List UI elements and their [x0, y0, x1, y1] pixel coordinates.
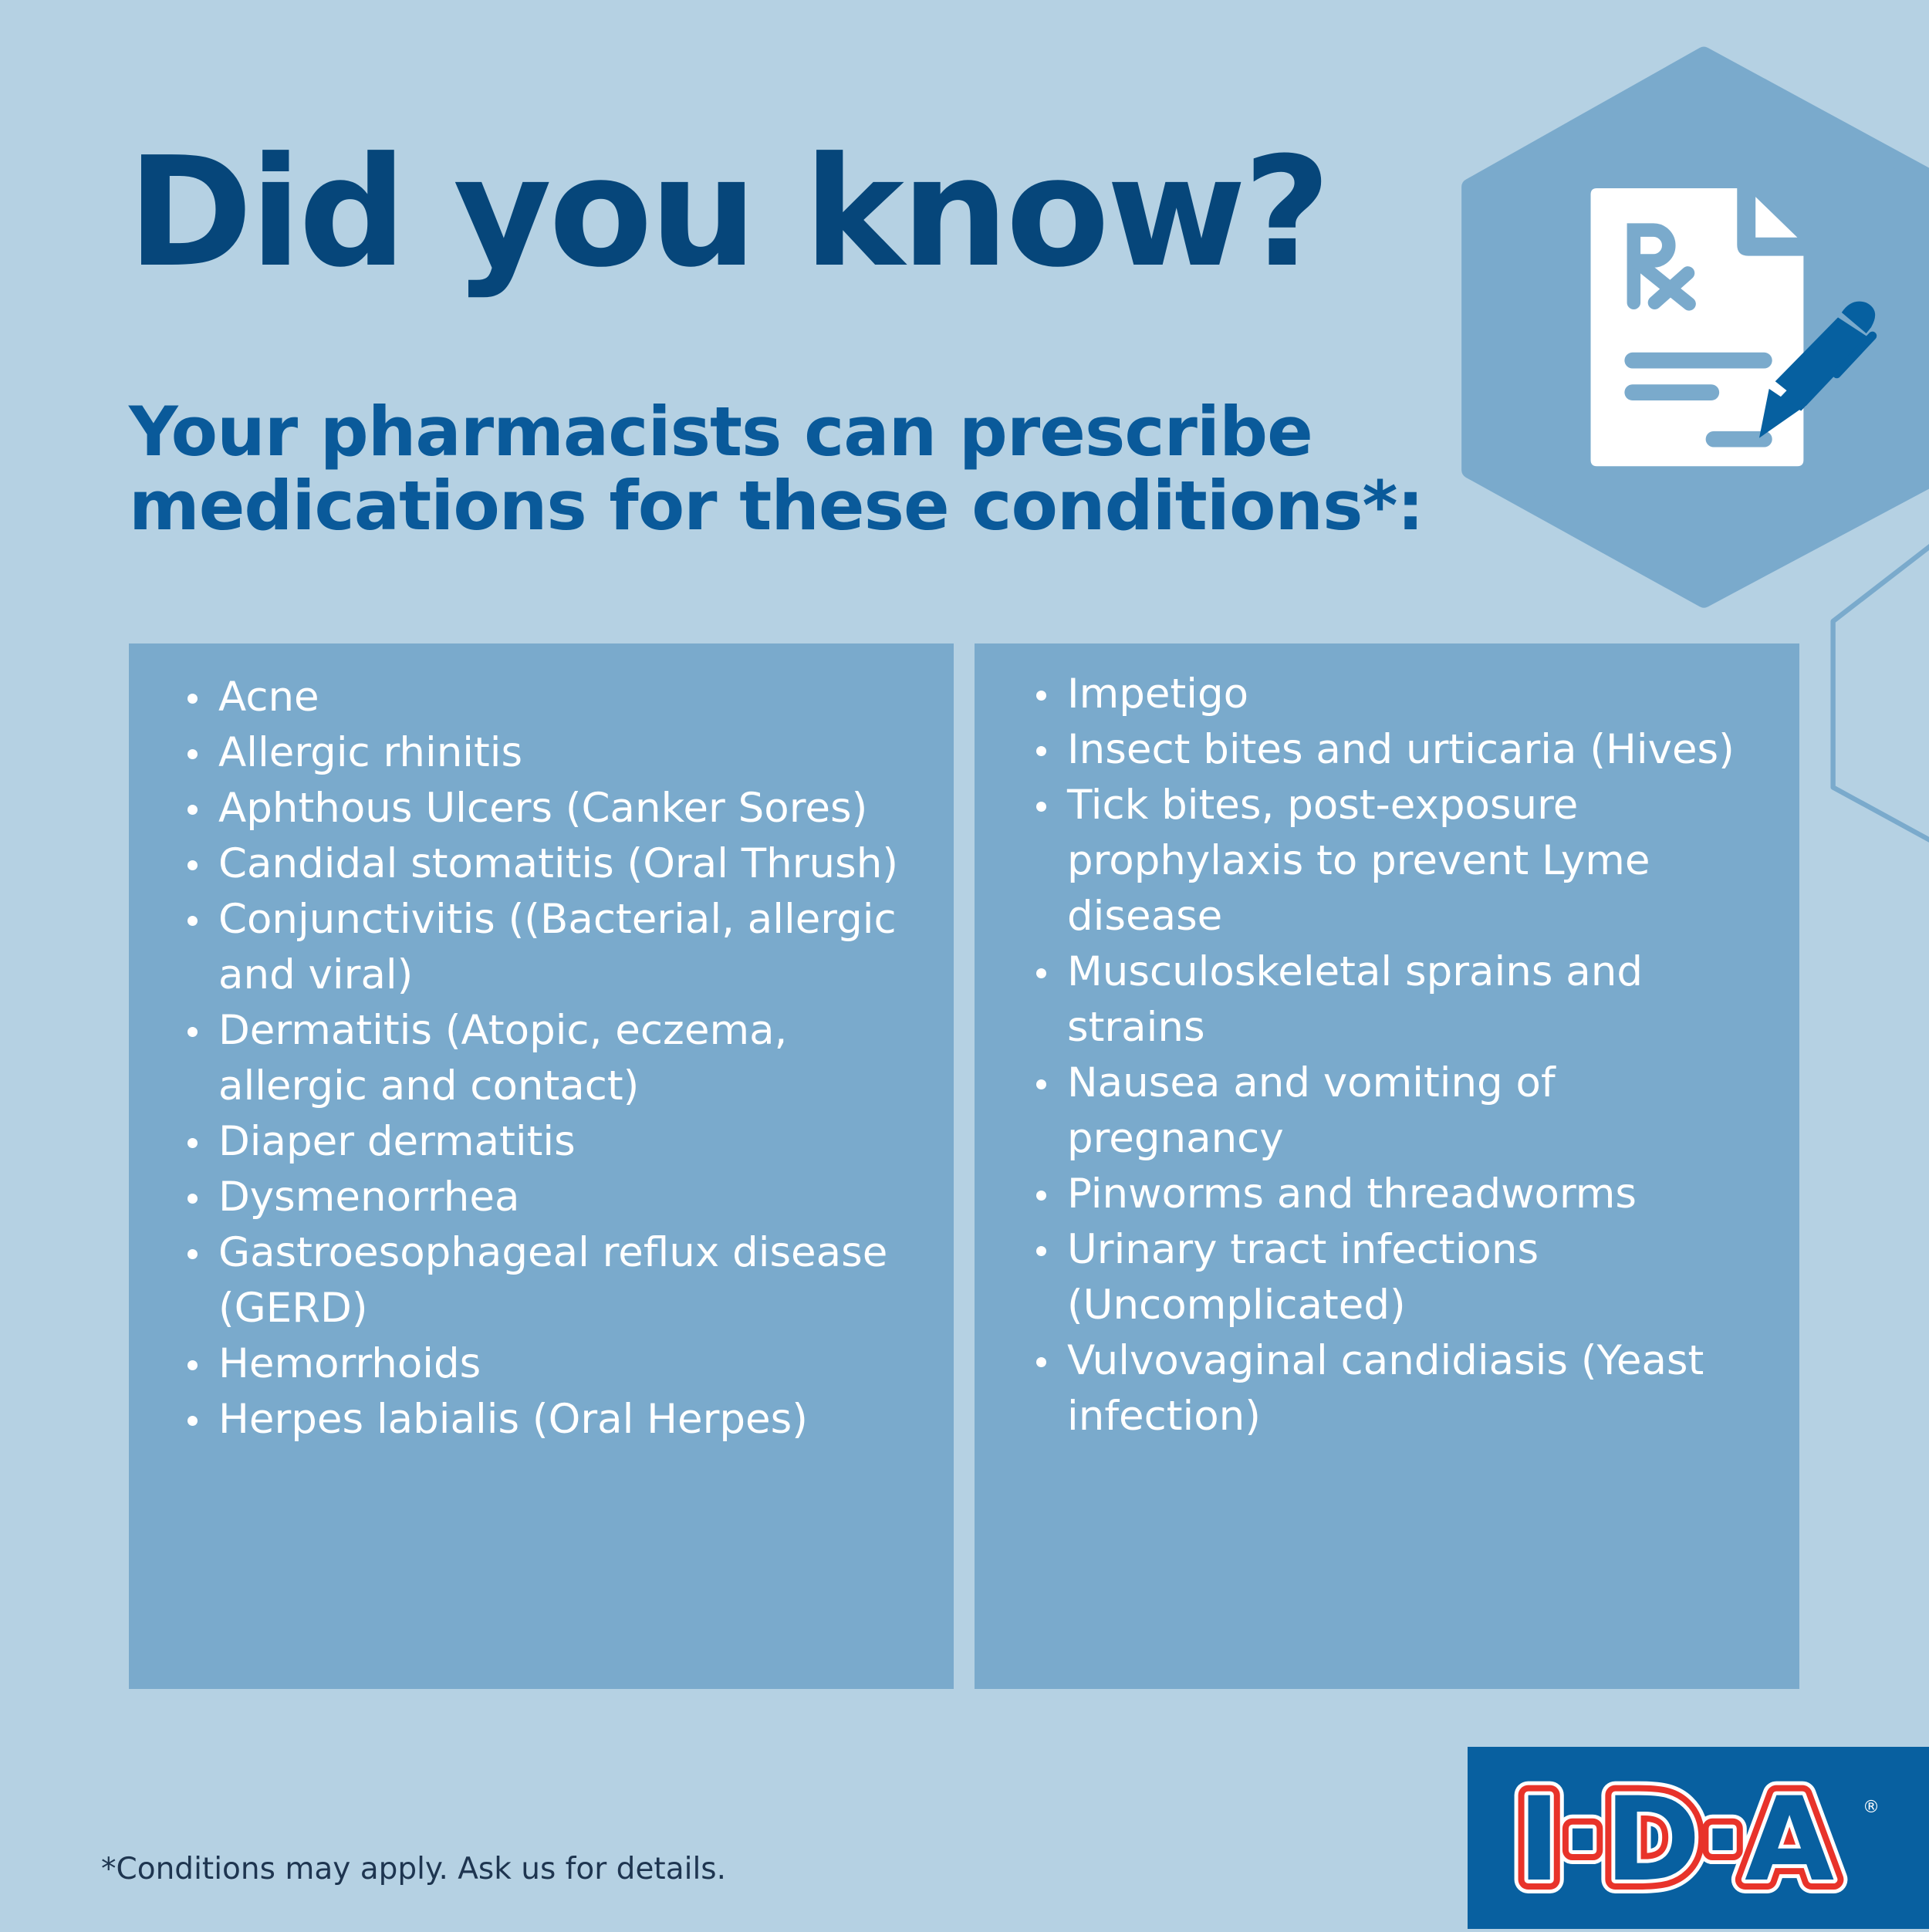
condition-item: Diaper dermatitis	[187, 1114, 938, 1170]
conditions-list-left: Acne Allergic rhinitis Aphthous Ulcers (Ca…	[187, 670, 938, 1447]
svg-text:I·D·A: I·D·A	[1518, 1773, 1834, 1907]
ida-logo-band: I·D·A I·D·A I·D·A I·D·A ®	[1468, 1747, 1929, 1929]
ida-logo: I·D·A I·D·A I·D·A I·D·A ®	[1504, 1759, 1880, 1921]
condition-item: Gastroesophageal reflux disease (GERD)	[187, 1225, 938, 1336]
page-subtitle: Your pharmacists can prescribe medicatio…	[129, 395, 1424, 543]
svg-text:I·D·A: I·D·A	[1518, 1773, 1834, 1907]
condition-item: Acne	[187, 670, 938, 725]
svg-text:I·D·A: I·D·A	[1518, 1773, 1834, 1907]
condition-item: Herpes labialis (Oral Herpes)	[187, 1392, 938, 1447]
condition-item: Impetigo	[1036, 667, 1784, 722]
condition-item: Dermatitis (Atopic, eczema, allergic and…	[187, 1003, 938, 1114]
condition-item: Aphthous Ulcers (Canker Sores)	[187, 781, 938, 836]
condition-item: Allergic rhinitis	[187, 725, 938, 781]
conditions-list-right: Impetigo Insect bites and urticaria (Hive…	[1036, 667, 1784, 1444]
condition-item: Insect bites and urticaria (Hives)	[1036, 722, 1784, 778]
condition-item: Nausea and vomiting of pregnancy	[1036, 1056, 1784, 1167]
condition-item: Tick bites, post-exposure prophylaxis to…	[1036, 778, 1784, 944]
svg-text:®: ®	[1863, 1798, 1880, 1817]
condition-item: Pinworms and threadworms	[1036, 1167, 1784, 1222]
condition-item: Candidal stomatitis (Oral Thrush)	[187, 836, 938, 892]
condition-item: Urinary tract infections (Uncomplicated)	[1036, 1222, 1784, 1333]
condition-item: Hemorrhoids	[187, 1336, 938, 1392]
condition-item: Musculoskeletal sprains and strains	[1036, 944, 1784, 1056]
subtitle-line-1: Your pharmacists can prescribe	[129, 392, 1313, 471]
condition-item: Conjunctivitis ((Bacterial, allergic and…	[187, 892, 938, 1003]
condition-item: Vulvovaginal candidiasis (Yeast infectio…	[1036, 1333, 1784, 1444]
conditions-panel-right: Impetigo Insect bites and urticaria (Hive…	[975, 643, 1799, 1689]
conditions-panel-left: Acne Allergic rhinitis Aphthous Ulcers (Ca…	[129, 643, 954, 1689]
condition-item: Dysmenorrhea	[187, 1170, 938, 1225]
footnote: *Conditions may apply. Ask us for detail…	[101, 1852, 727, 1886]
svg-text:I·D·A: I·D·A	[1518, 1773, 1834, 1907]
page-title: Did you know?	[127, 125, 1331, 301]
subtitle-line-2: medications for these conditions*:	[129, 466, 1424, 545]
hexagon-outline	[1830, 544, 1929, 843]
prescription-document-pen-icon	[1590, 187, 1877, 467]
